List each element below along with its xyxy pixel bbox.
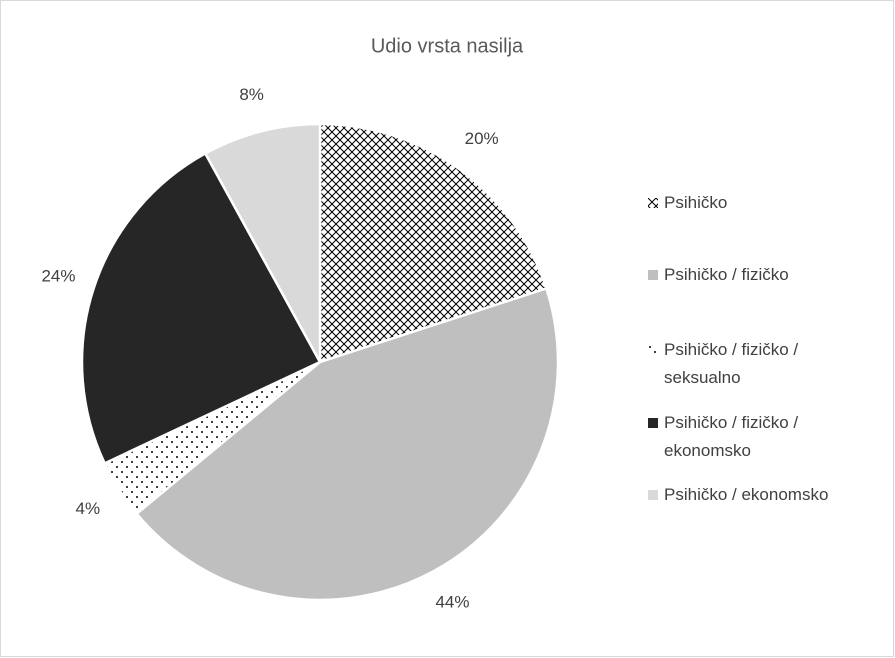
legend-label: Psihičko / fizičko / seksualno bbox=[664, 340, 799, 387]
legend-swatch-fill bbox=[648, 270, 658, 280]
legend-label: Psihičko bbox=[664, 193, 728, 212]
pie-slice bbox=[80, 151, 322, 465]
legend-swatch bbox=[648, 490, 658, 500]
legend-swatch-fill bbox=[648, 345, 658, 355]
legend-item: Psihičko / fizičko bbox=[648, 261, 870, 289]
data-label: 44% bbox=[435, 592, 469, 611]
legend-label: Psihičko / fizičko / ekonomsko bbox=[664, 413, 799, 460]
legend-label: Psihičko / fizičko bbox=[664, 265, 789, 284]
legend-item: Psihičko / ekonomsko bbox=[648, 481, 870, 509]
legend-swatch-fill bbox=[648, 490, 658, 500]
legend-item: Psihičko / fizičko / ekonomsko bbox=[648, 409, 870, 465]
pie-slice bbox=[318, 122, 548, 364]
data-label: 24% bbox=[41, 267, 75, 286]
pie-slice bbox=[134, 286, 560, 602]
legend-item: Psihičko bbox=[648, 189, 870, 217]
legend-swatch-fill bbox=[648, 198, 658, 208]
legend-label: Psihičko / ekonomsko bbox=[664, 485, 829, 504]
legend-swatch-fill bbox=[648, 418, 658, 428]
data-label: 8% bbox=[239, 85, 264, 104]
legend-swatch bbox=[648, 198, 658, 208]
chart-title: Udio vrsta nasilja bbox=[371, 35, 524, 57]
pie-slice bbox=[203, 122, 322, 363]
legend-item: Psihičko / fizičko / seksualno bbox=[648, 336, 870, 392]
data-label: 20% bbox=[465, 129, 499, 148]
legend-swatch bbox=[648, 270, 658, 280]
legend-swatch bbox=[648, 345, 658, 355]
legend-swatch bbox=[648, 418, 658, 428]
data-label: 4% bbox=[76, 499, 101, 518]
